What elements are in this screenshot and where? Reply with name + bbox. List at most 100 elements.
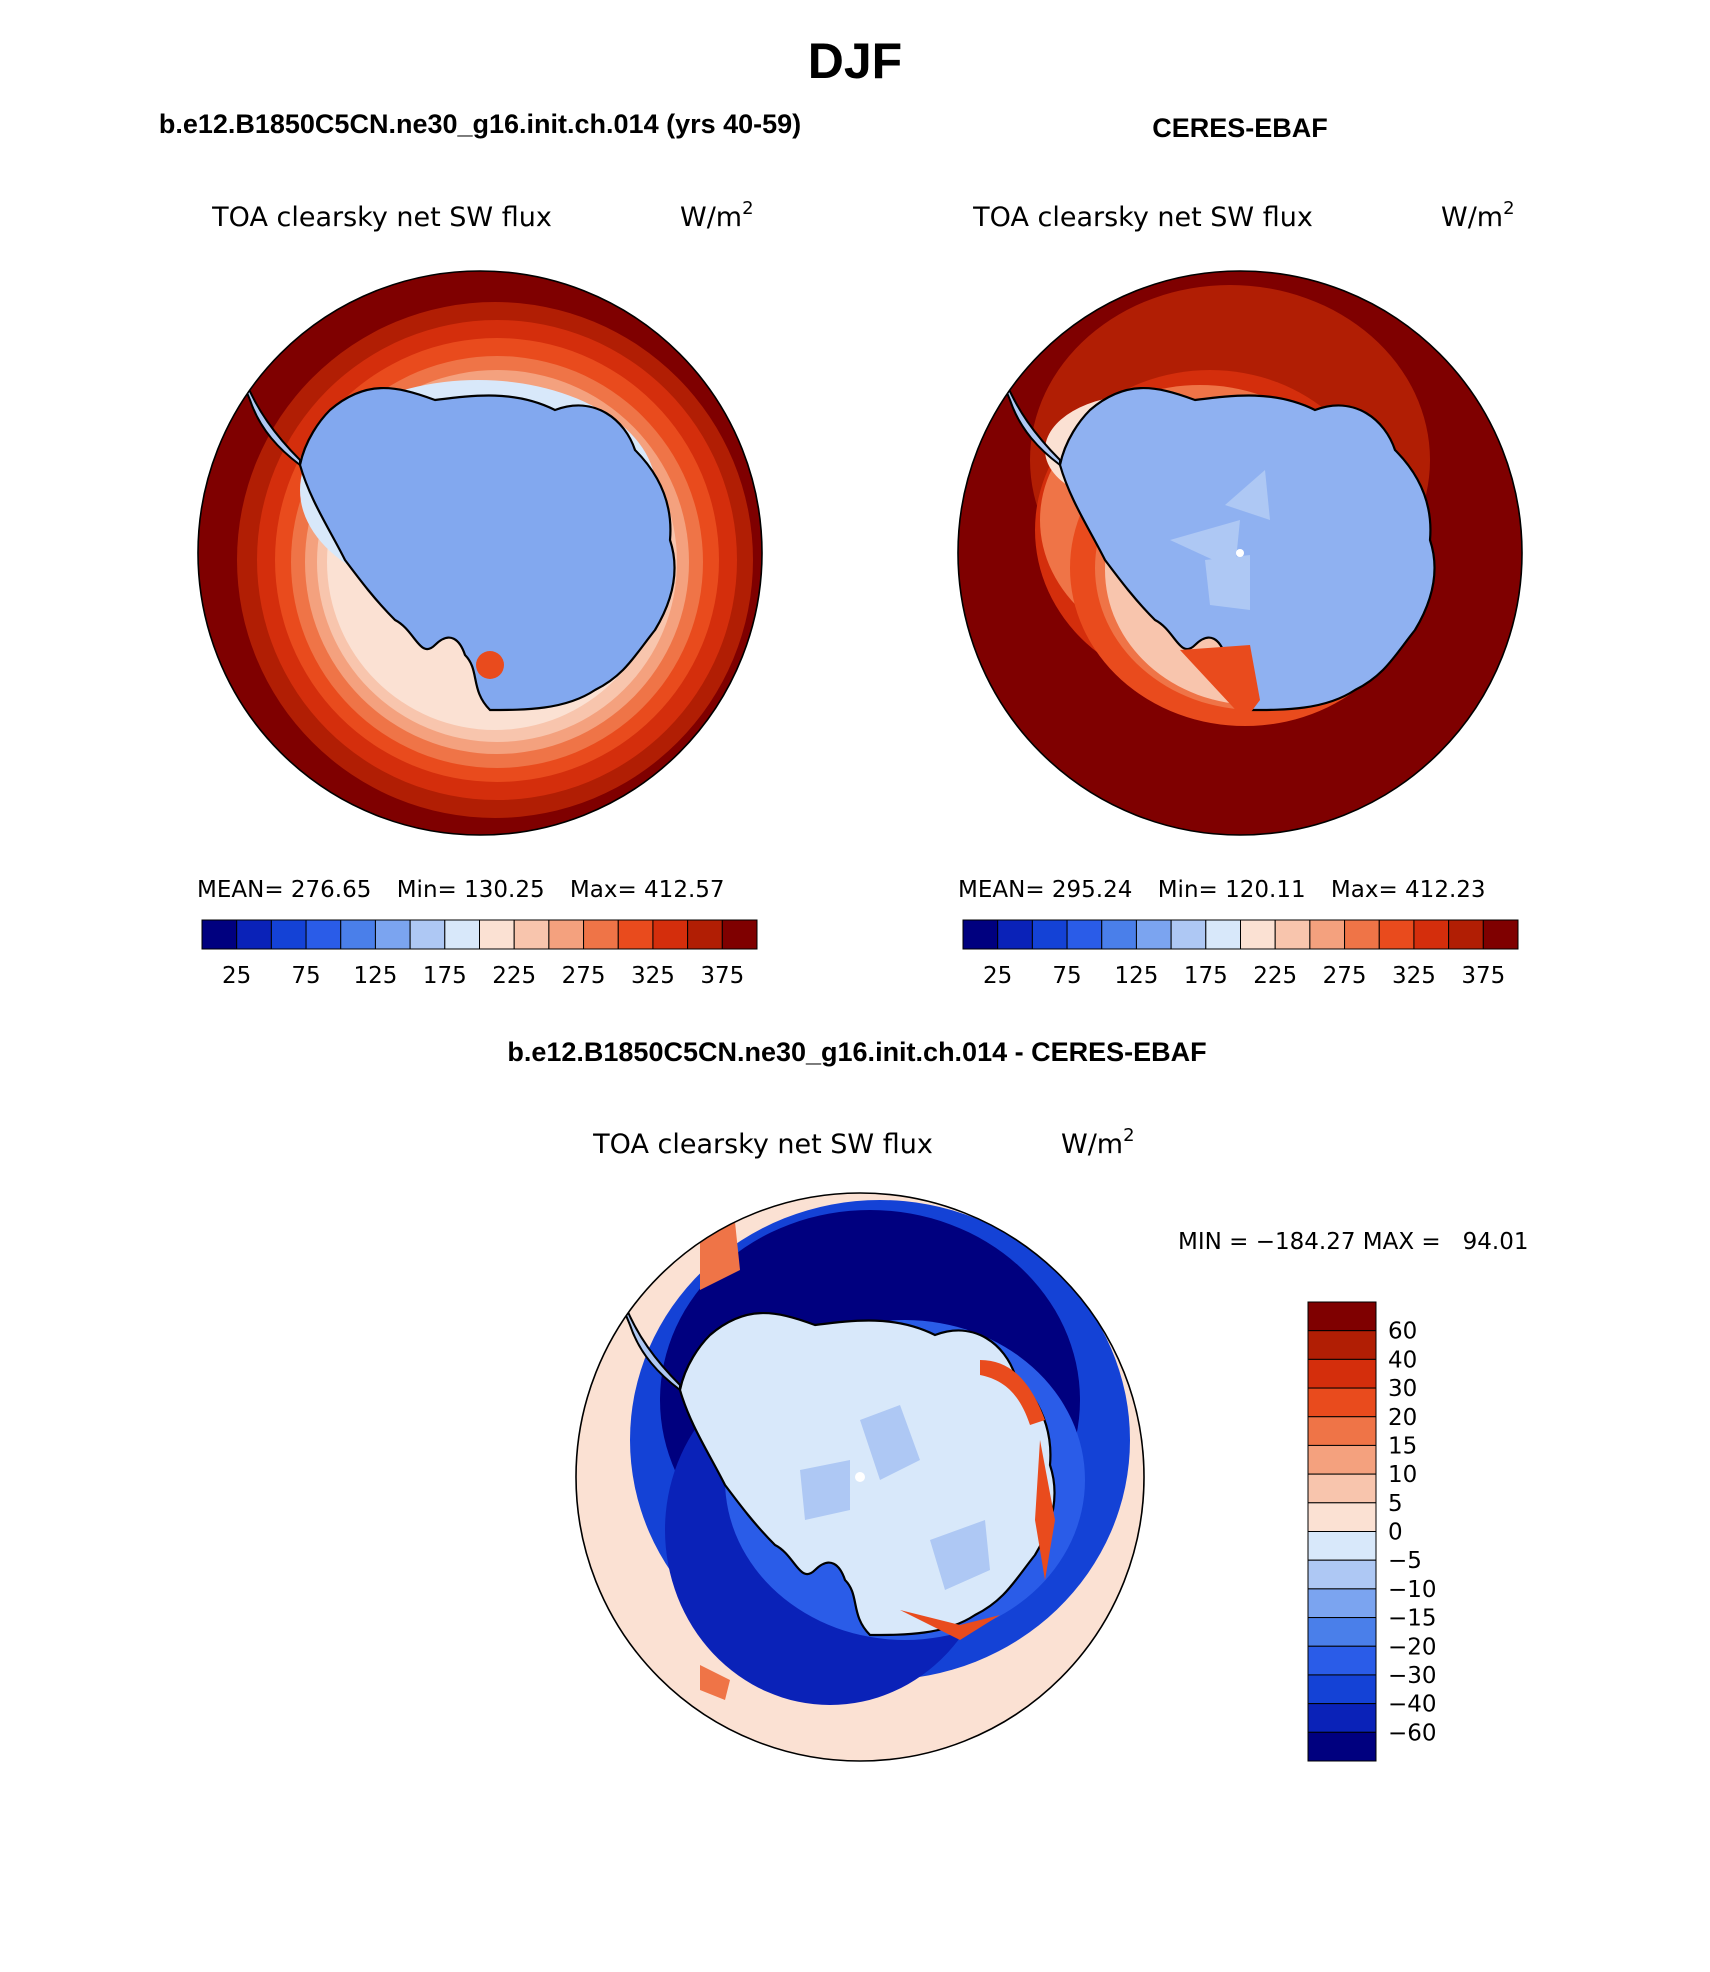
colorbar-swatch [1482,919,1519,950]
colorbar-tick-label: −30 [1388,1663,1437,1689]
colorbar-swatch [1307,1473,1377,1504]
colorbar-swatch [1170,919,1207,950]
colorbar-swatch [340,919,376,950]
colorbar-tick-label: 0 [1388,1520,1403,1546]
colorbar-swatch [687,919,723,950]
observations-stats: MEAN= 295.24 Min= 120.11 Max= 412.23 [958,877,1486,903]
colorbar-swatch [270,919,307,950]
diff-minmax: MIN = −184.27 MAX = 94.01 [1178,1229,1528,1255]
colorbar-swatch [1378,919,1415,950]
colorbar-tick-label: 325 [1392,963,1436,989]
panel-case-title: CERES-EBAF [1152,113,1328,143]
colorbar-tick-label: 25 [983,963,1012,989]
colorbar-swatch [617,919,654,950]
colorbar-tick-label: 60 [1388,1319,1417,1345]
colorbar-swatch [1413,919,1450,950]
colorbar-swatch [1307,1674,1377,1705]
colorbar-tick-label: −15 [1388,1606,1437,1632]
colorbar-swatch [1448,919,1484,950]
panel-units-label: W/m2 [680,198,754,233]
colorbar-swatch [721,919,758,950]
panel-model: b.e12.B1850C5CN.ne30_g16.init.ch.014 (yr… [159,109,801,989]
colorbar-tick-label: −40 [1388,1692,1437,1718]
diff-title: b.e12.B1850C5CN.ne30_g16.init.ch.014 - C… [507,1037,1206,1067]
colorbar-swatch [305,919,342,950]
colorbar-swatch [201,919,238,950]
colorbar-swatch [1307,1559,1377,1590]
colorbar-swatch [479,919,515,950]
colorbar-tick-label: 15 [1388,1433,1417,1459]
model-stats: MEAN= 276.65 Min= 130.25 Max= 412.57 [197,877,725,903]
difference-polar-map [576,1193,1144,1761]
colorbar-swatch [513,919,550,950]
colorbar-tick-label: 125 [353,963,397,989]
colorbar-tick-label: 375 [700,963,744,989]
colorbar-swatch [1307,1645,1377,1676]
colorbar-swatch [1307,1387,1377,1418]
panel-units-label: W/m2 [1441,198,1515,233]
colorbar-swatch [1031,919,1068,950]
colorbar-swatch [1307,1444,1377,1475]
colorbar-tick-label: 20 [1388,1405,1417,1431]
panel-observations: CERES-EBAF TOA clearsky net SW flux W/m2… [957,113,1523,989]
colorbar-tick-label: 175 [1184,963,1228,989]
colorbar-swatch [962,919,999,950]
colorbar-tick-label: −60 [1388,1720,1437,1746]
colorbar-swatch [1309,919,1346,950]
colorbar-swatch [1307,1301,1377,1332]
model-polar-map [198,271,762,835]
model-colorbar: 25 75 125 175 225 275 325 375 [201,919,758,989]
colorbar-swatch [1307,1588,1377,1619]
colorbar-swatch [409,919,446,950]
colorbar-swatch [1274,919,1311,950]
colorbar-swatch [1307,1617,1377,1647]
colorbar-swatch [1307,1703,1377,1733]
colorbar-tick-label: −10 [1388,1577,1437,1603]
colorbar-tick-label: 325 [631,963,675,989]
colorbar-swatch [583,919,619,950]
colorbar-swatch [1101,919,1137,950]
colorbar-swatch [1307,1731,1377,1762]
colorbar-swatch [997,919,1033,950]
colorbar-tick-label: 25 [222,963,251,989]
diff-units-label: W/m2 [1061,1125,1135,1160]
colorbar-swatch [1205,919,1241,950]
colorbar-swatch [444,919,480,950]
colorbar-tick-label: −5 [1388,1548,1422,1574]
colorbar-swatch [236,919,272,950]
colorbar-swatch [652,919,689,950]
colorbar-tick-label: 225 [1253,963,1297,989]
colorbar-swatch [1307,1358,1377,1389]
colorbar-swatch [1307,1330,1377,1360]
season-title: DJF [808,33,902,89]
colorbar-swatch [1135,919,1172,950]
observations-polar-map [958,271,1522,835]
colorbar-swatch [1307,1502,1377,1532]
colorbar-tick-label: 40 [1388,1347,1417,1373]
colorbar-swatch [1066,919,1103,950]
panel-case-title: b.e12.B1850C5CN.ne30_g16.init.ch.014 (yr… [159,109,801,139]
colorbar-swatch [1307,1416,1377,1446]
colorbar-tick-label: 75 [1052,963,1081,989]
colorbar-tick-label: 275 [1323,963,1367,989]
colorbar-tick-label: 175 [423,963,467,989]
colorbar-tick-label: −20 [1388,1634,1437,1660]
colorbar-tick-label: 10 [1388,1462,1417,1488]
diff-variable-label: TOA clearsky net SW flux [592,1129,933,1160]
colorbar-tick-label: 5 [1388,1491,1403,1517]
observations-colorbar: 25 75 125 175 225 275 325 375 [962,919,1519,989]
panel-variable-label: TOA clearsky net SW flux [211,202,552,233]
colorbar-tick-label: 275 [562,963,606,989]
colorbar-tick-label: 30 [1388,1376,1417,1402]
colorbar-swatch [548,919,585,950]
colorbar-tick-label: 125 [1114,963,1158,989]
colorbar-swatch [1344,919,1380,950]
panel-variable-label: TOA clearsky net SW flux [972,202,1313,233]
colorbar-tick-label: 75 [291,963,320,989]
colorbar-swatch [374,919,411,950]
colorbar-swatch [1240,919,1276,950]
colorbar-tick-label: 225 [492,963,536,989]
colorbar-tick-label: 375 [1461,963,1505,989]
